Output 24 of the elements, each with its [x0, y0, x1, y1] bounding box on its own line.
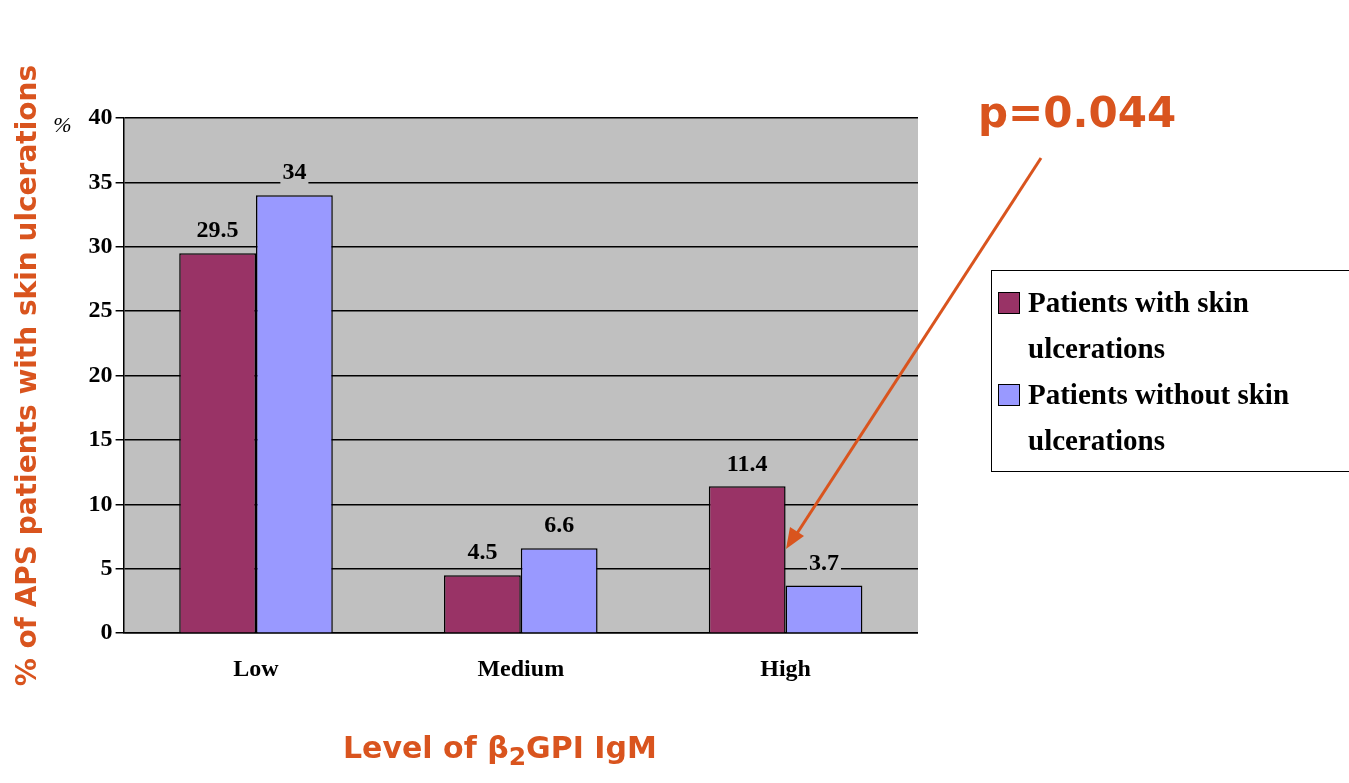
x-axis-title: Level of β$_{2}$GPI IgM — [343, 730, 657, 771]
y-tick-label: 0 — [100, 618, 113, 645]
y-tick-label: 30 — [88, 232, 113, 258]
y-axis-title: % of APS patients with skin ulcerations — [10, 64, 44, 687]
data-label: 6.6 — [544, 511, 575, 538]
y-tick-label: 25 — [88, 296, 113, 323]
y-tick-label: 40 — [88, 103, 113, 130]
legend-label: Patients with skin ulcerations — [1028, 285, 1250, 366]
text: p=0.044 — [978, 88, 1177, 137]
y-tick-label: 20 — [88, 360, 113, 387]
x-tick-label: Low — [233, 654, 280, 681]
y-tick-label: 35 — [88, 167, 113, 194]
legend-label: Patients without skin ulcerations — [1028, 377, 1291, 458]
y-tick-label: 15 — [88, 425, 113, 452]
data-label: 29.5 — [196, 216, 239, 243]
x-tick-label: Medium — [477, 654, 565, 681]
text: % — [53, 111, 72, 137]
data-label: 4.5 — [467, 538, 498, 565]
y-tick-label: 10 — [88, 489, 113, 516]
data-label: 34 — [282, 158, 307, 185]
x-tick-label: High — [760, 654, 811, 681]
data-label: 3.7 — [809, 548, 839, 575]
data-label: 11.4 — [726, 449, 768, 476]
y-tick-label: 5 — [100, 554, 113, 580]
